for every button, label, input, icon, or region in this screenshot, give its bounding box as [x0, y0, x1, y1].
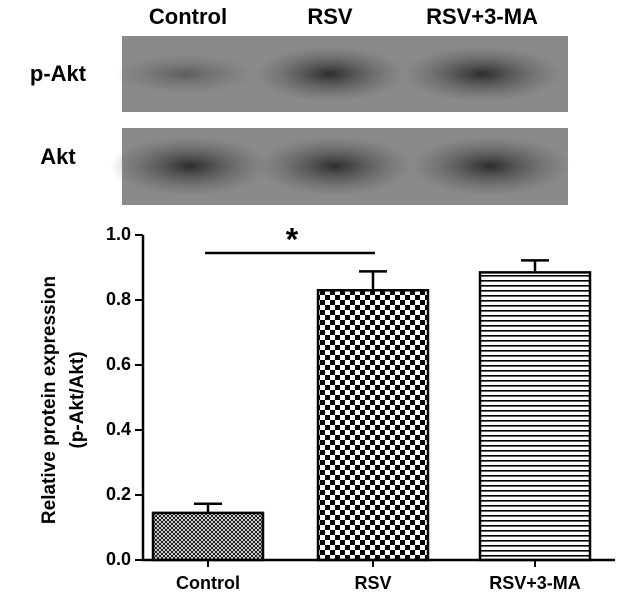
bar	[478, 271, 592, 562]
blot-band	[115, 54, 255, 94]
bar	[316, 289, 430, 562]
blot-band	[110, 136, 270, 196]
bar-chart: Relative protein expression (p-Akt/Akt) …	[39, 221, 615, 593]
blot-band	[255, 46, 405, 102]
blot-band	[402, 46, 562, 102]
y-tick-label: 0.6	[106, 354, 131, 374]
y-tick-label: 1.0	[106, 224, 131, 244]
significance-mark: *	[286, 221, 299, 257]
lane-label: Control	[149, 4, 227, 29]
y-axis-label: (p-Akt/Akt)	[67, 351, 88, 448]
blot: Control RSV RSV+3-MA p-Akt Akt	[30, 4, 570, 205]
y-tick-label: 0.8	[106, 289, 131, 309]
row-label: Akt	[40, 144, 76, 169]
lane-label: RSV+3-MA	[426, 4, 538, 29]
y-tick-label: 0.0	[106, 549, 131, 569]
row-label: p-Akt	[30, 61, 87, 86]
x-tick-label: RSV	[354, 573, 391, 593]
x-tick-label: RSV+3-MA	[489, 573, 581, 593]
y-tick-label: 0.4	[106, 419, 131, 439]
blot-band	[410, 136, 570, 196]
blot-band	[257, 136, 413, 196]
y-axis-label: Relative protein expression	[39, 276, 60, 524]
bar	[151, 511, 265, 562]
x-tick-label: Control	[176, 573, 240, 593]
lane-label: RSV	[307, 4, 353, 29]
y-tick-label: 0.2	[106, 484, 131, 504]
